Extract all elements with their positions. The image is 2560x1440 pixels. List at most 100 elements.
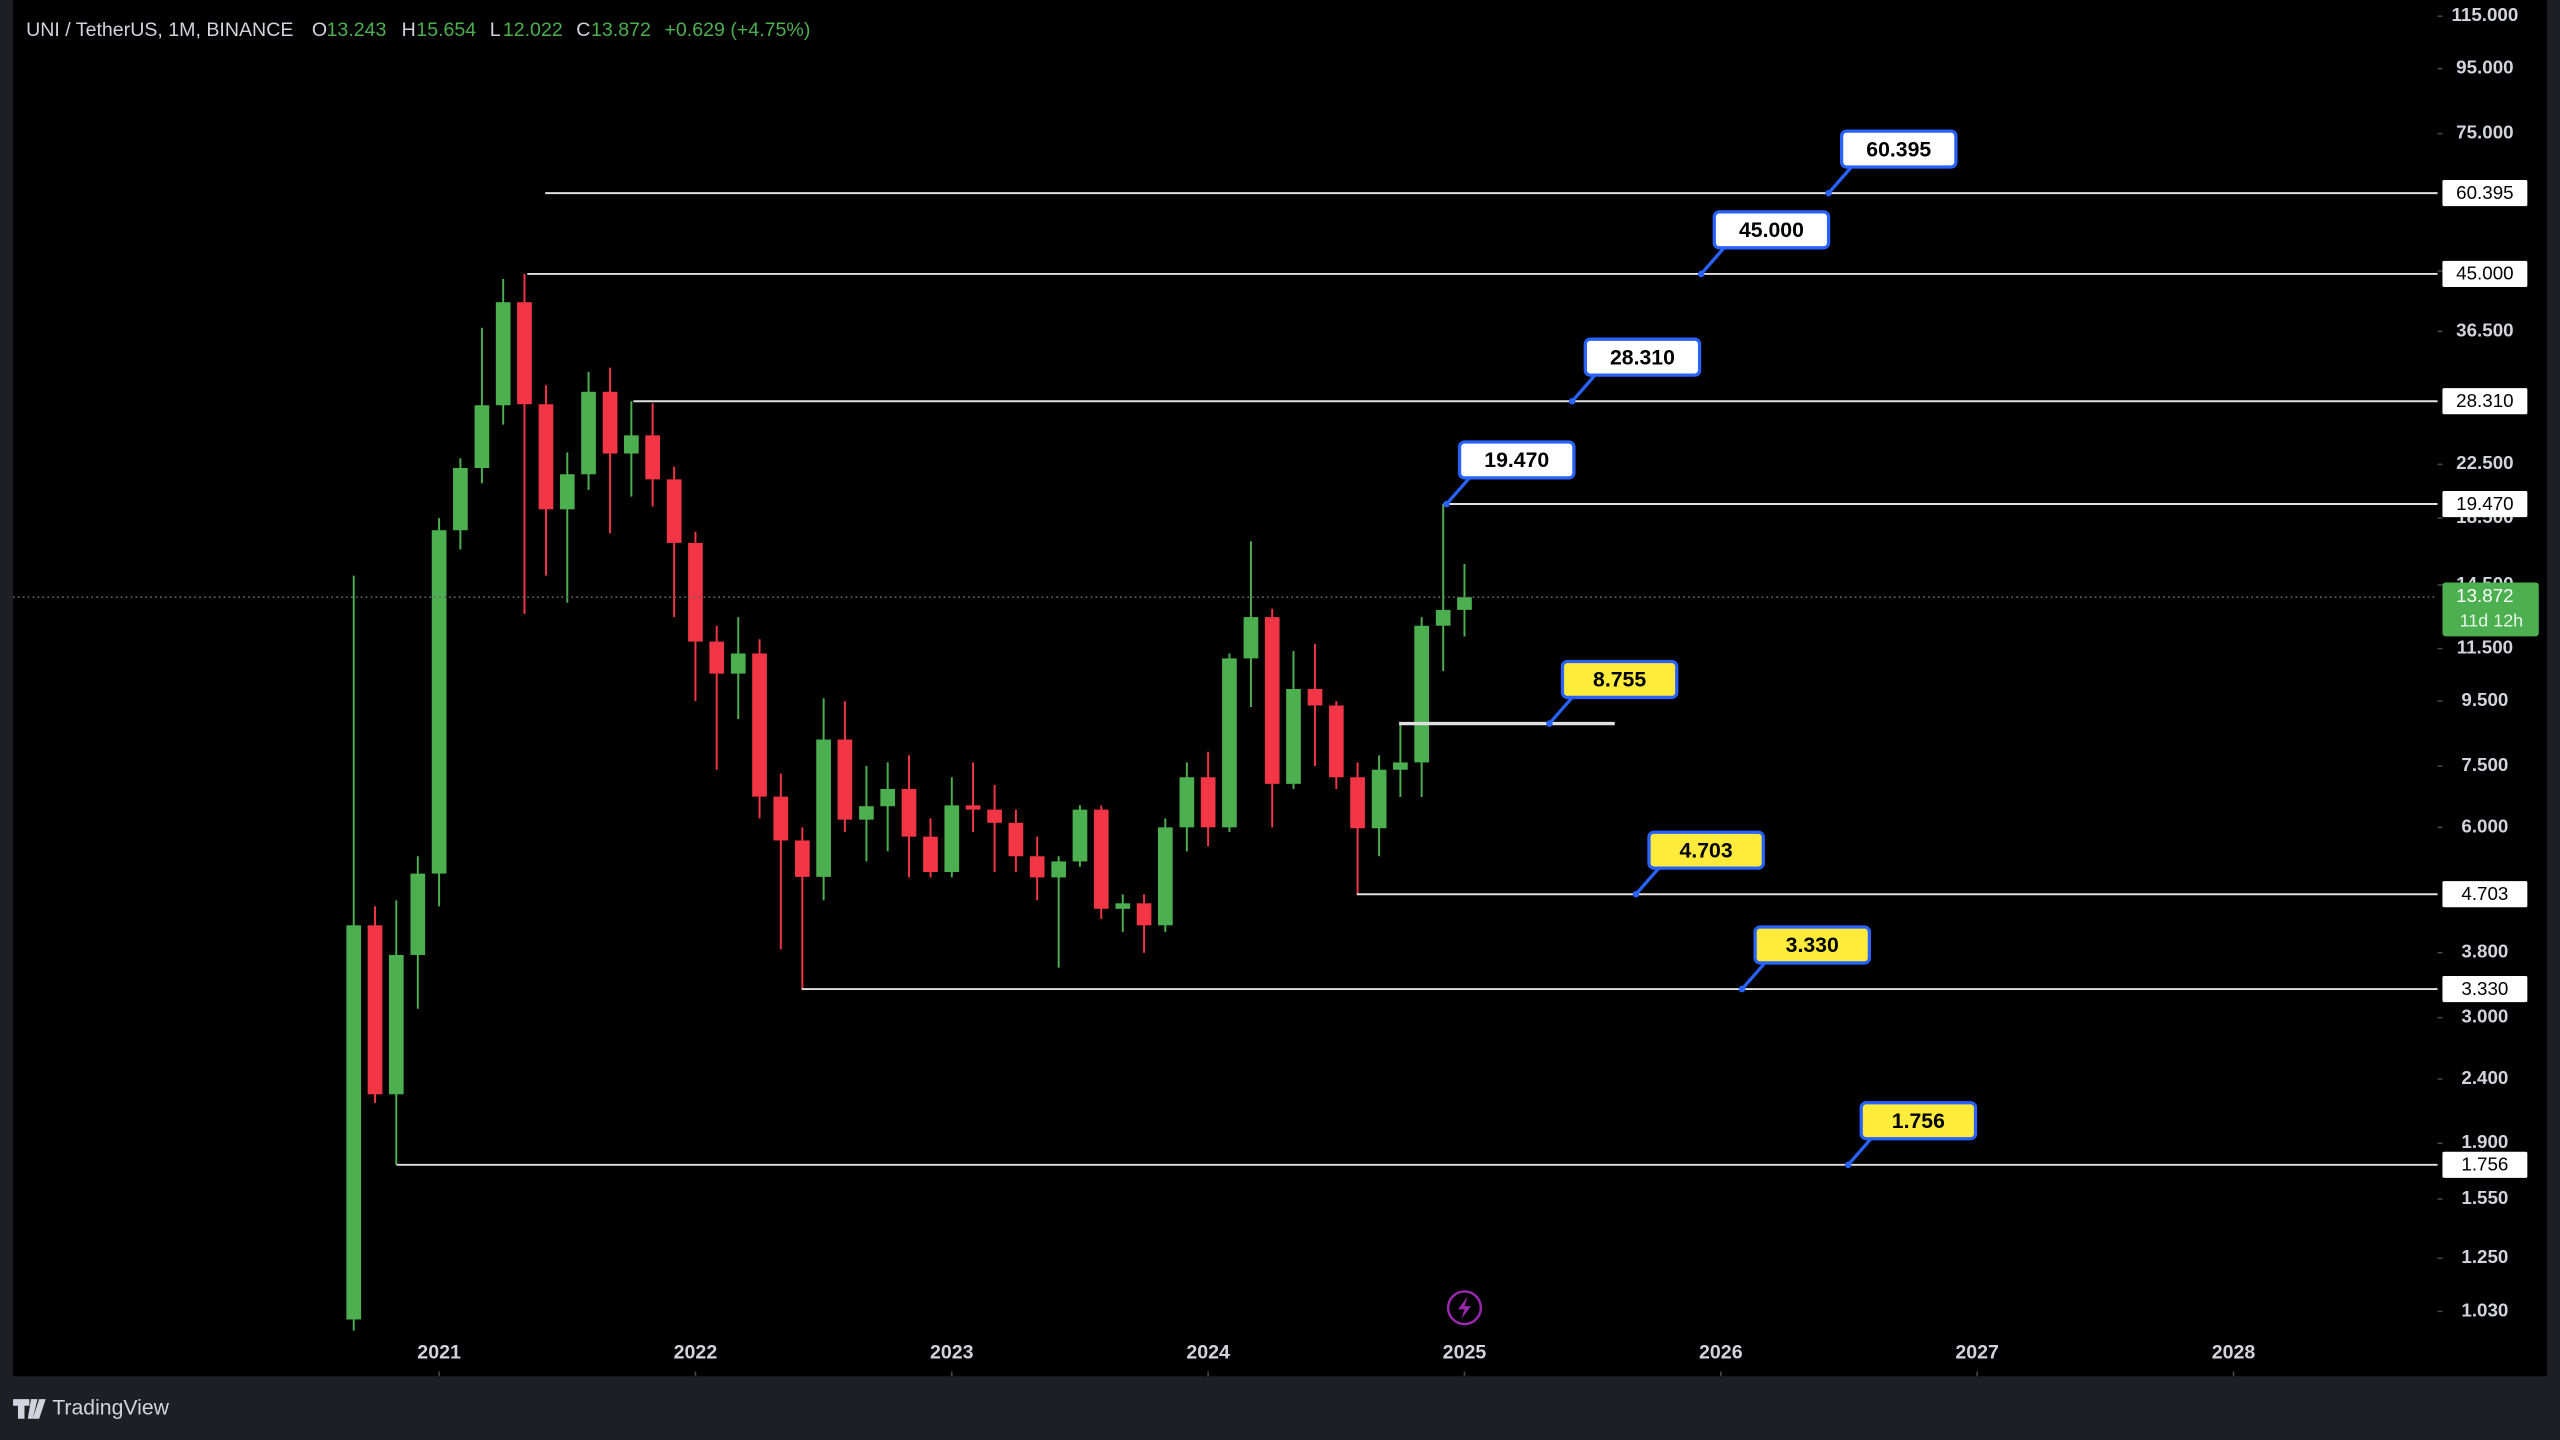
x-tick-label: 2024 <box>1186 1342 1230 1364</box>
axis-level-label: 45.000 <box>2456 263 2513 284</box>
callout-pointer <box>1699 246 1726 276</box>
callout-label: 60.395 <box>1866 138 1931 161</box>
callout-box <box>1647 830 1765 870</box>
candle-body <box>901 788 917 837</box>
ohlc-value: 13.243 <box>327 19 387 41</box>
brand: TradingView <box>52 1397 169 1420</box>
callout-box <box>1712 210 1831 250</box>
icon-ring[interactable] <box>1446 1290 1483 1326</box>
plot-background <box>13 0 2547 1377</box>
axis-level-label: 3.330 <box>2461 978 2508 999</box>
axis-level-box <box>2442 180 2528 207</box>
ohlc-key: L <box>490 19 501 41</box>
candle-body <box>602 391 618 454</box>
axis-level-label: 4.703 <box>2461 883 2508 904</box>
axis-level-label: 28.310 <box>2456 390 2513 411</box>
y-tick-label: 3.000 <box>2461 1006 2508 1027</box>
candle-body <box>1222 658 1237 828</box>
y-tick-label: 95.000 <box>2456 57 2513 78</box>
y-tick-label: 115.000 <box>2451 4 2518 25</box>
candle-body <box>1286 688 1301 784</box>
change: +0.629 (+4.75%) <box>664 19 810 41</box>
candle-body <box>816 739 831 877</box>
candle-body <box>559 474 575 510</box>
candle-body <box>538 404 554 510</box>
candle-body <box>1307 688 1323 706</box>
lightning-icon[interactable] <box>1446 1290 1483 1326</box>
y-tick-label: 9.500 <box>2461 689 2508 710</box>
x-tick-label: 2027 <box>1955 1342 1999 1364</box>
candle-body <box>1093 809 1109 909</box>
callout-box <box>1560 659 1679 700</box>
y-tick-label: 1.030 <box>2461 1299 2508 1320</box>
candle-body <box>1072 809 1088 862</box>
callout-pointer <box>1634 867 1661 896</box>
candle-body <box>965 805 981 810</box>
candle-body <box>581 391 596 475</box>
y-tick-label: 1.550 <box>2461 1187 2508 1208</box>
candle-body <box>730 653 746 674</box>
callout-label: 1.756 <box>1892 1110 1945 1133</box>
candle-body <box>453 467 468 531</box>
ohlc-key: H <box>402 19 416 41</box>
callout-label: 3.330 <box>1786 934 1839 957</box>
y-tick-label: 22.500 <box>2456 452 2513 473</box>
candle-body <box>346 925 362 1320</box>
axis-level-box <box>2442 388 2528 415</box>
candle-body <box>367 925 383 1095</box>
callout-label: 4.703 <box>1680 839 1733 862</box>
callout-anchor <box>1443 500 1450 508</box>
axis-level-label: 60.395 <box>2456 182 2513 203</box>
candle-body <box>495 302 511 406</box>
candle-body <box>752 653 767 797</box>
candle-body <box>645 435 660 480</box>
ohlc-value: 15.654 <box>416 19 476 41</box>
x-tick-label: 2028 <box>2212 1342 2256 1364</box>
x-tick-label: 2023 <box>930 1342 974 1364</box>
countdown: 11d 12h <box>2460 610 2524 630</box>
callout-anchor <box>1825 189 1832 197</box>
candle-body <box>1414 625 1430 763</box>
y-tick-label: 1.900 <box>2461 1131 2508 1152</box>
candle-body <box>709 641 725 674</box>
candle-body <box>944 805 960 872</box>
ohlc-key: O <box>312 19 327 41</box>
candle-body <box>880 788 896 807</box>
candle-body <box>410 873 426 955</box>
ohlc-key: C <box>576 19 590 41</box>
y-tick-label: 6.000 <box>2461 815 2508 836</box>
axis-level-label: 1.756 <box>2461 1154 2508 1175</box>
y-tick-label: 7.500 <box>2461 754 2508 775</box>
candle-body <box>1371 769 1387 829</box>
candle-body <box>388 954 404 1095</box>
callout-anchor <box>1546 720 1553 727</box>
candle-body <box>688 542 703 642</box>
callout-pointer <box>1740 961 1767 991</box>
symbol: UNI / TetherUS, 1M, BINANCE <box>26 19 293 41</box>
logo <box>13 1399 46 1419</box>
candle-body <box>1115 903 1131 909</box>
axis-level-box <box>2442 975 2528 1003</box>
axis-price-label: 13.872 <box>2456 585 2513 606</box>
callout-pointer <box>1445 476 1471 506</box>
callout-pointer <box>1846 1137 1873 1166</box>
callout-box <box>1583 337 1702 377</box>
y-tick-label: 11.500 <box>2457 637 2513 658</box>
x-tick-label: 2025 <box>1443 1342 1487 1364</box>
x-tick-label: 2021 <box>417 1342 461 1364</box>
callout-label: 8.755 <box>1593 669 1646 692</box>
candle-body <box>1328 705 1344 778</box>
y-tick-label: 3.800 <box>2461 941 2508 962</box>
candle-body <box>987 809 1002 823</box>
y-tick-label: 75.000 <box>2456 122 2513 143</box>
callout-anchor <box>1738 985 1746 993</box>
candle-body <box>1200 777 1216 828</box>
footer: TradingView <box>13 1397 170 1420</box>
x-tick-label: 2026 <box>1699 1342 1743 1364</box>
axis-price-box <box>2442 582 2539 637</box>
ohlc-value: 13.872 <box>591 19 651 41</box>
callout-anchor <box>1568 397 1576 405</box>
icon-bolt[interactable] <box>1457 1296 1472 1320</box>
candle-body <box>1393 762 1408 770</box>
